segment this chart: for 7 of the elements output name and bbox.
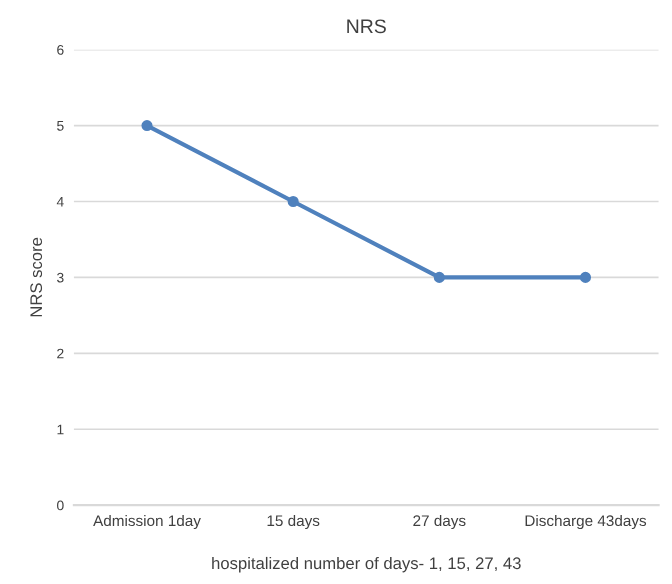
x-axis-title: hospitalized number of days- 1, 15, 27, 43 xyxy=(212,556,521,573)
point xyxy=(579,271,592,283)
y-axis-title: NRS score xyxy=(30,237,43,317)
chart-title: NRS xyxy=(347,19,386,34)
point xyxy=(141,120,153,132)
point xyxy=(287,195,299,208)
point xyxy=(433,271,445,283)
